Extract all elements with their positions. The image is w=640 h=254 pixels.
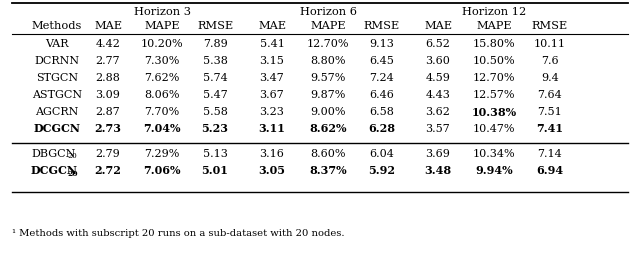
Text: DBGCN: DBGCN xyxy=(32,149,76,159)
Text: MAPE: MAPE xyxy=(310,21,346,31)
Text: 2.88: 2.88 xyxy=(95,73,120,83)
Text: 2.77: 2.77 xyxy=(96,56,120,66)
Text: 2.72: 2.72 xyxy=(95,166,122,177)
Text: Horizon 3: Horizon 3 xyxy=(134,7,191,17)
Text: VAR: VAR xyxy=(45,39,68,49)
Text: 8.80%: 8.80% xyxy=(310,56,346,66)
Text: 5.01: 5.01 xyxy=(202,166,228,177)
Text: 12.70%: 12.70% xyxy=(307,39,349,49)
Text: 9.94%: 9.94% xyxy=(475,166,513,177)
Text: 3.23: 3.23 xyxy=(260,107,284,117)
Text: 6.52: 6.52 xyxy=(426,39,451,49)
Text: MAE: MAE xyxy=(424,21,452,31)
Text: 3.15: 3.15 xyxy=(260,56,284,66)
Text: 10.11: 10.11 xyxy=(534,39,566,49)
Text: 15.80%: 15.80% xyxy=(473,39,515,49)
Text: 3.67: 3.67 xyxy=(260,90,284,100)
Text: RMSE: RMSE xyxy=(197,21,233,31)
Text: Horizon 6: Horizon 6 xyxy=(300,7,356,17)
Text: 9.13: 9.13 xyxy=(369,39,394,49)
Text: 3.48: 3.48 xyxy=(424,166,452,177)
Text: 7.29%: 7.29% xyxy=(144,149,180,159)
Text: 6.04: 6.04 xyxy=(369,149,394,159)
Text: 2.79: 2.79 xyxy=(95,149,120,159)
Text: 6.28: 6.28 xyxy=(369,123,396,135)
Text: 7.14: 7.14 xyxy=(538,149,563,159)
Text: 7.6: 7.6 xyxy=(541,56,559,66)
Text: 10.38%: 10.38% xyxy=(472,106,516,118)
Text: 3.69: 3.69 xyxy=(426,149,451,159)
Text: 9.57%: 9.57% xyxy=(310,73,346,83)
Text: 7.51: 7.51 xyxy=(538,107,563,117)
Text: ASTGCN: ASTGCN xyxy=(32,90,82,100)
Text: 9.4: 9.4 xyxy=(541,73,559,83)
Text: 3.11: 3.11 xyxy=(259,123,285,135)
Text: 5.38: 5.38 xyxy=(203,56,227,66)
Text: 3.16: 3.16 xyxy=(260,149,284,159)
Text: 7.24: 7.24 xyxy=(370,73,394,83)
Text: DCGCN: DCGCN xyxy=(31,166,77,177)
Text: 3.57: 3.57 xyxy=(426,124,451,134)
Text: STGCN: STGCN xyxy=(36,73,78,83)
Text: 10.34%: 10.34% xyxy=(473,149,515,159)
Text: MAE: MAE xyxy=(94,21,122,31)
Text: 7.04%: 7.04% xyxy=(143,123,180,135)
Text: 6.46: 6.46 xyxy=(369,90,394,100)
Text: 6.58: 6.58 xyxy=(369,107,394,117)
Text: 5.47: 5.47 xyxy=(203,90,227,100)
Text: 10.50%: 10.50% xyxy=(473,56,515,66)
Text: 3.62: 3.62 xyxy=(426,107,451,117)
Text: 7.62%: 7.62% xyxy=(144,73,180,83)
Text: DCRNN: DCRNN xyxy=(35,56,79,66)
Text: 5.13: 5.13 xyxy=(203,149,227,159)
Text: RMSE: RMSE xyxy=(532,21,568,31)
Text: 8.60%: 8.60% xyxy=(310,149,346,159)
Text: 9.00%: 9.00% xyxy=(310,107,346,117)
Text: 7.06%: 7.06% xyxy=(143,166,180,177)
Text: 10.20%: 10.20% xyxy=(141,39,183,49)
Text: AGCRN: AGCRN xyxy=(35,107,79,117)
Text: 7.41: 7.41 xyxy=(536,123,563,135)
Text: 20: 20 xyxy=(67,152,77,161)
Text: 7.30%: 7.30% xyxy=(144,56,180,66)
Text: 7.89: 7.89 xyxy=(203,39,227,49)
Text: 2.87: 2.87 xyxy=(95,107,120,117)
Text: 8.06%: 8.06% xyxy=(144,90,180,100)
Text: Horizon 12: Horizon 12 xyxy=(462,7,526,17)
Text: 6.45: 6.45 xyxy=(369,56,394,66)
Text: 5.58: 5.58 xyxy=(203,107,227,117)
Text: MAE: MAE xyxy=(258,21,286,31)
Text: Methods: Methods xyxy=(32,21,82,31)
Text: 3.47: 3.47 xyxy=(260,73,284,83)
Text: 5.92: 5.92 xyxy=(369,166,396,177)
Text: 4.59: 4.59 xyxy=(426,73,451,83)
Text: 9.87%: 9.87% xyxy=(310,90,346,100)
Text: 4.42: 4.42 xyxy=(95,39,120,49)
Text: 5.74: 5.74 xyxy=(203,73,227,83)
Text: 8.62%: 8.62% xyxy=(309,123,347,135)
Text: 4.43: 4.43 xyxy=(426,90,451,100)
Text: MAPE: MAPE xyxy=(144,21,180,31)
Text: 8.37%: 8.37% xyxy=(309,166,347,177)
Text: DCGCN: DCGCN xyxy=(33,123,81,135)
Text: 7.64: 7.64 xyxy=(538,90,563,100)
Text: 3.09: 3.09 xyxy=(95,90,120,100)
Text: 5.23: 5.23 xyxy=(202,123,228,135)
Text: 3.05: 3.05 xyxy=(259,166,285,177)
Text: RMSE: RMSE xyxy=(364,21,400,31)
Text: ¹ Methods with subscript 20 runs on a sub-dataset with 20 nodes.: ¹ Methods with subscript 20 runs on a su… xyxy=(12,230,344,239)
Text: 2.73: 2.73 xyxy=(95,123,122,135)
Text: 3.60: 3.60 xyxy=(426,56,451,66)
Text: 12.70%: 12.70% xyxy=(473,73,515,83)
Text: 6.94: 6.94 xyxy=(536,166,564,177)
Text: 7.70%: 7.70% xyxy=(145,107,180,117)
Text: 10.47%: 10.47% xyxy=(473,124,515,134)
Text: 5.41: 5.41 xyxy=(260,39,284,49)
Text: MAPE: MAPE xyxy=(476,21,512,31)
Text: 20: 20 xyxy=(67,169,77,178)
Text: 12.57%: 12.57% xyxy=(473,90,515,100)
